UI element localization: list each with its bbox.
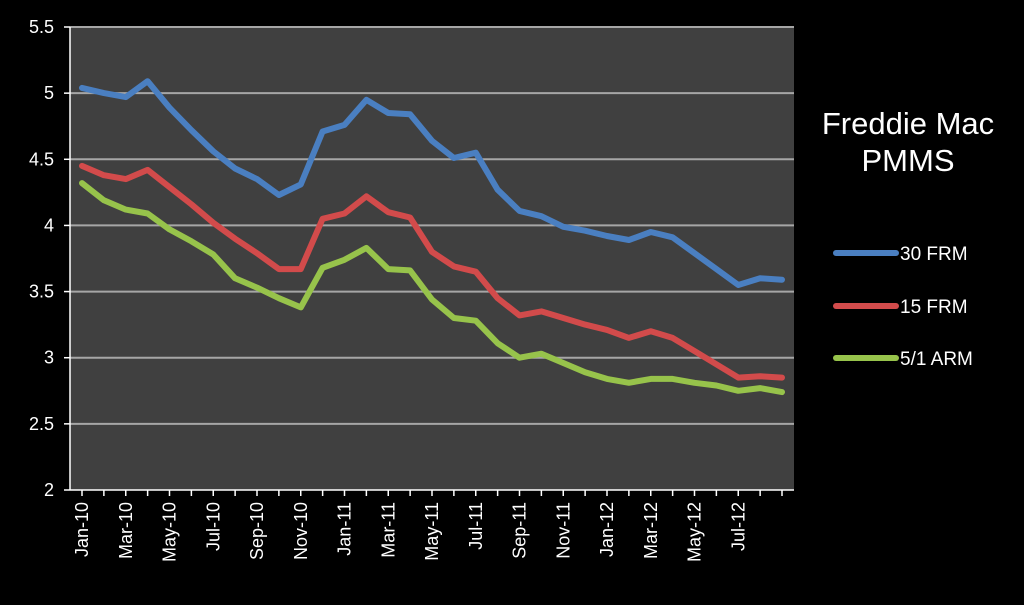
x-tick-label: Nov-10 — [291, 502, 311, 560]
y-axis-tick-labels: 2 2.5 3 3.5 4 4.5 5 5.5 — [29, 17, 54, 500]
x-tick-label: Mar-12 — [641, 502, 661, 559]
chart-title-line-2: PMMS — [862, 143, 955, 178]
x-tick-label: Jan-12 — [597, 502, 617, 557]
legend: Freddie Mac PMMS 30 FRM 15 FRM 5/1 ARM — [822, 106, 994, 370]
plot-area — [70, 27, 794, 490]
x-tick-label: May-10 — [160, 502, 180, 562]
legend-label-30-frm: 30 FRM — [900, 244, 968, 265]
y-tick-label: 3.5 — [29, 282, 54, 302]
legend-label-15-frm: 15 FRM — [900, 297, 968, 318]
legend-label-5-1-arm: 5/1 ARM — [900, 349, 973, 370]
y-tick-label: 2.5 — [29, 414, 54, 434]
x-tick-label: Jan-11 — [335, 502, 355, 556]
y-tick-label: 5.5 — [29, 17, 54, 37]
x-tick-label: Mar-11 — [378, 502, 398, 558]
x-tick-label: Jul-10 — [203, 502, 223, 551]
data-series — [79, 78, 785, 396]
chart-title-line-1: Freddie Mac — [822, 106, 994, 141]
y-tick-label: 5 — [44, 83, 54, 103]
x-tick-label: May-11 — [422, 502, 442, 561]
y-tick-label: 3 — [44, 348, 54, 368]
x-tick-label: Sep-11 — [510, 502, 530, 559]
x-tick-label: Jul-12 — [728, 502, 748, 551]
x-tick-label: Jan-10 — [72, 502, 92, 557]
grid-lines — [70, 26, 794, 425]
series-line-30-frm — [79, 78, 785, 288]
y-tick-label: 4 — [44, 215, 54, 235]
x-tick-label: Jul-11 — [466, 502, 486, 550]
series-line-15-frm — [79, 162, 785, 381]
x-tick-label: May-12 — [685, 502, 705, 562]
x-tick-label: Nov-11 — [553, 502, 573, 559]
x-tick-label: Sep-10 — [247, 502, 267, 560]
axes — [64, 26, 794, 496]
y-tick-label: 4.5 — [29, 149, 54, 169]
series-line-5-1-arm — [79, 180, 785, 396]
y-tick-label: 2 — [44, 480, 54, 500]
x-tick-label: Mar-10 — [116, 502, 136, 559]
x-axis-tick-labels: Jan-10 Mar-10 May-10 Jul-10 Sep-10 Nov-10 Jan-… — [72, 502, 748, 562]
